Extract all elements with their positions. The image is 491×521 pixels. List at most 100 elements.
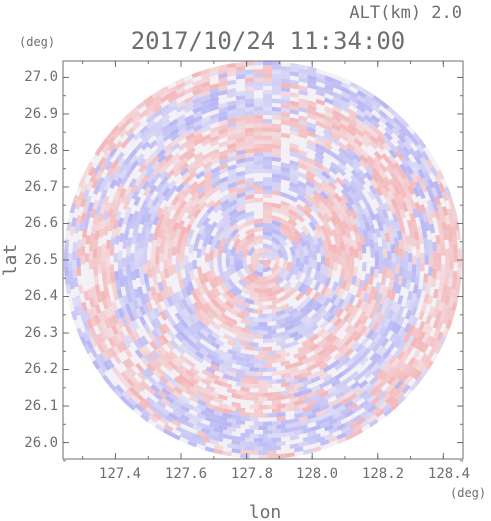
- radar-cell: [316, 328, 327, 338]
- radar-cell: [209, 412, 219, 420]
- radar-cell: [403, 322, 412, 333]
- radar-cell: [401, 151, 411, 162]
- radar-cell: [399, 257, 404, 267]
- radar-cell: [304, 239, 312, 250]
- radar-cell: [128, 178, 137, 188]
- radar-cell: [88, 260, 94, 270]
- radar-cell: [118, 330, 127, 341]
- radar-cell: [92, 360, 101, 370]
- radar-cell: [362, 347, 372, 358]
- radar-cell: [172, 201, 181, 212]
- radar-cell: [249, 341, 259, 347]
- radar-cell: [212, 199, 223, 208]
- radar-cell: [371, 232, 378, 243]
- radar-cell: [220, 312, 230, 321]
- radar-cell: [75, 215, 82, 225]
- radar-cell: [142, 344, 151, 355]
- radar-cell: [329, 315, 339, 325]
- radar-cell: [244, 156, 255, 163]
- radar-cell: [322, 147, 333, 156]
- radar-cell: [434, 174, 442, 185]
- radar-cell: [386, 288, 393, 299]
- radar-cell: [235, 61, 246, 67]
- radar-cell: [253, 325, 263, 331]
- radar-cell: [348, 184, 357, 195]
- radar-cell: [374, 282, 381, 292]
- radar-cell: [330, 132, 341, 141]
- radar-cell: [106, 358, 115, 369]
- radar-cell: [188, 395, 199, 403]
- radar-cell: [434, 210, 441, 221]
- radar-cell: [253, 106, 263, 111]
- radar-cell: [307, 83, 317, 90]
- radar-cell: [158, 325, 168, 335]
- radar-cell: [324, 233, 332, 243]
- radar-cell: [183, 96, 194, 104]
- radar-cell: [308, 257, 313, 268]
- radar-cell: [143, 186, 152, 197]
- radar-cell: [109, 246, 115, 256]
- radar-cell: [258, 442, 268, 447]
- radar-cell: [366, 394, 377, 404]
- radar-cell: [242, 257, 248, 268]
- radar-cell: [366, 294, 374, 305]
- radar-cell: [63, 257, 69, 267]
- radar-cell: [294, 429, 304, 436]
- radar-cell: [298, 102, 309, 109]
- radar-cell: [347, 123, 358, 132]
- radar-cell: [352, 239, 358, 249]
- radar-cell: [253, 127, 263, 132]
- radar-cell: [339, 118, 350, 127]
- radar-cell: [163, 250, 169, 260]
- radar-cell: [209, 421, 219, 429]
- radar-cell: [303, 199, 314, 208]
- radar-cell: [205, 375, 216, 384]
- radar-cell: [114, 235, 120, 245]
- radar-cell: [263, 168, 273, 174]
- radar-cell: [123, 230, 130, 241]
- radar-cell: [368, 418, 379, 428]
- radar-cell: [418, 331, 426, 342]
- radar-cell: [379, 371, 389, 381]
- radar-cell: [370, 114, 381, 124]
- radar-cell: [298, 123, 308, 131]
- radar-cell: [355, 387, 365, 397]
- radar-cell: [390, 311, 398, 322]
- radar-cell: [372, 311, 380, 322]
- radar-cell: [314, 134, 325, 142]
- radar-cell: [371, 99, 382, 109]
- radar-cell: [234, 244, 243, 254]
- radar-cell: [383, 202, 391, 213]
- radar-cell: [214, 239, 222, 250]
- radar-cell: [155, 255, 160, 265]
- radar-cell: [307, 248, 313, 258]
- radar-cell: [244, 111, 255, 116]
- radar-cell: [85, 339, 94, 350]
- radar-cell: [244, 119, 255, 125]
- radar-cell: [289, 181, 299, 189]
- radar-cell: [386, 106, 397, 116]
- radar-cell: [162, 428, 173, 437]
- radar-cell: [328, 345, 339, 354]
- radar-cell: [141, 398, 152, 408]
- radar-cell: [311, 199, 321, 209]
- radar-cell: [225, 248, 232, 258]
- radar-cell: [271, 165, 282, 171]
- radar-cell: [253, 375, 263, 381]
- radar-cell: [192, 115, 203, 123]
- radar-cell: [78, 284, 84, 294]
- radar-cell: [125, 303, 132, 314]
- radar-cell: [82, 189, 90, 199]
- radar-cell: [122, 257, 127, 267]
- radar-cell: [450, 288, 456, 299]
- radar-cell: [196, 421, 207, 429]
- radar-cell: [101, 143, 110, 154]
- radar-cell: [373, 378, 383, 388]
- radar-cell: [432, 329, 440, 340]
- radar-cell: [385, 364, 395, 375]
- radar-cell: [99, 139, 109, 149]
- radar-cell: [232, 295, 243, 305]
- radar-cell: [134, 241, 140, 252]
- radar-cell: [78, 178, 86, 188]
- radar-cell: [181, 371, 192, 381]
